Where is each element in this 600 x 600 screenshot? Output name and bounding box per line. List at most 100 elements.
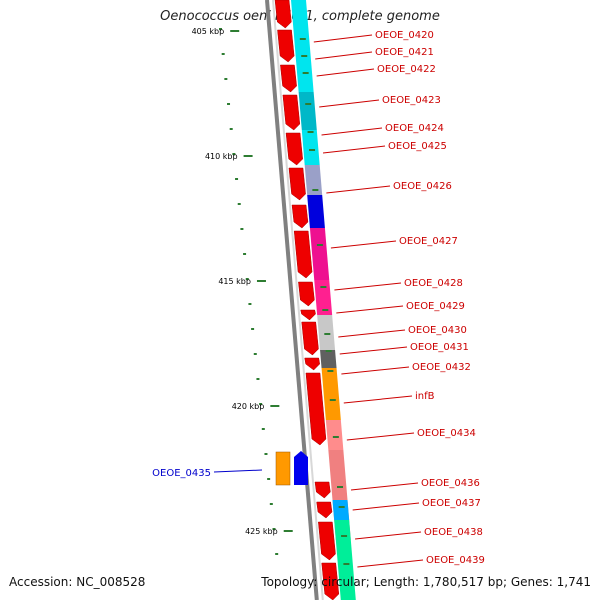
feature-tick — [307, 131, 314, 133]
label-leader-line — [319, 99, 380, 108]
feature-tick — [337, 486, 344, 488]
minus-gene-block — [275, 451, 291, 486]
gene-label: OEOE_0420 — [375, 30, 434, 41]
major-tick — [243, 155, 253, 157]
label-leader-line — [341, 366, 410, 375]
gene-label: OEOE_0436 — [421, 478, 480, 489]
feature-tick — [309, 149, 316, 151]
feature-tick — [343, 563, 350, 565]
minor-tick — [235, 178, 239, 180]
label-leader-line — [330, 240, 397, 249]
gene-block — [314, 280, 333, 315]
orf-arrow — [304, 357, 320, 371]
tick-label: 425 kbp — [245, 527, 278, 536]
tick-label: 420 kbp — [232, 402, 265, 411]
tick-label: 410 kbp — [205, 152, 238, 161]
gene-block — [298, 92, 317, 130]
minor-tick — [232, 153, 236, 155]
genes-label: Genes: — [510, 575, 553, 589]
genes-value: 1,741 — [556, 575, 591, 589]
orf-arrow — [280, 64, 297, 93]
orf-arrow — [301, 321, 319, 356]
gene-block — [291, 0, 312, 62]
gene-block — [301, 130, 320, 165]
minor-tick — [269, 503, 273, 505]
gene-label: OEOE_0434 — [417, 428, 476, 439]
orf-arrow — [293, 230, 313, 279]
gene-block — [307, 195, 325, 228]
length-value: 1,780,517 bp — [422, 575, 503, 589]
minor-tick — [264, 453, 268, 455]
topology-value: circular — [321, 575, 366, 589]
accession-footer: Accession: NC_008528 — [9, 575, 145, 589]
minor-tick — [251, 328, 255, 330]
gene-label: infB — [415, 391, 435, 402]
label-leader-line — [339, 346, 408, 355]
gene-label: OEOE_0422 — [377, 64, 436, 75]
minor-tick — [259, 403, 263, 405]
orf-arrow — [321, 562, 340, 600]
gene-label: OEOE_0432 — [412, 362, 471, 373]
gene-block — [332, 500, 350, 520]
gene-label: OEOE_0429 — [406, 301, 465, 312]
gene-block — [304, 165, 323, 195]
minor-tick — [275, 553, 279, 555]
minor-tick — [229, 128, 233, 130]
feature-tick — [312, 189, 319, 191]
minor-tick — [267, 478, 271, 480]
orf-arrow — [277, 29, 295, 63]
feature-tick — [324, 333, 331, 335]
gene-block — [334, 520, 353, 560]
gene-label: OEOE_0426 — [393, 181, 452, 192]
gene-label: OEOE_0421 — [375, 47, 434, 58]
gene-block — [325, 420, 344, 450]
orf-arrow — [285, 132, 303, 166]
feature-tick — [305, 103, 312, 105]
accession-label: Accession: — [9, 575, 73, 589]
label-leader-line — [313, 34, 373, 43]
label-leader-line — [315, 51, 373, 60]
label-leader-line — [352, 502, 420, 511]
orf-arrow — [316, 501, 333, 519]
minor-tick — [253, 353, 257, 355]
gene-label: OEOE_0428 — [404, 278, 463, 289]
feature-tick — [325, 350, 332, 352]
gene-labels: OEOE_0420 OEOE_0421 OEOE_0422 OEOE_0423 OEOE… — [152, 30, 485, 568]
orf-arrow — [314, 481, 331, 499]
gene-label: OEOE_0437 — [422, 498, 481, 509]
length-label: Length: — [373, 575, 420, 589]
minor-tick — [237, 203, 241, 205]
orf-arrow — [300, 309, 316, 321]
gene-block — [309, 228, 330, 280]
minor-tick — [256, 378, 260, 380]
label-leader-line — [350, 482, 419, 491]
gene-track — [274, 0, 356, 600]
orf-arrow — [288, 167, 306, 201]
label-leader-line — [336, 305, 404, 314]
label-leader-line — [316, 68, 375, 77]
gene-label: OEOE_0430 — [408, 325, 467, 336]
minor-tick — [248, 303, 252, 305]
topology-label: Topology: — [261, 575, 318, 589]
kbp-ticks: 405 kbp 410 kbp 415 kbp 420 kbp 425 kbp — [192, 27, 293, 555]
gene-block — [296, 62, 314, 92]
feature-tick — [341, 535, 348, 537]
orf-arrow — [318, 521, 336, 561]
label-leader-line — [357, 559, 424, 568]
minor-tick — [243, 253, 247, 255]
major-tick — [270, 405, 280, 407]
label-leader-line — [343, 395, 413, 404]
label-leader-line — [322, 145, 386, 154]
feature-tick — [299, 38, 306, 40]
label-leader-line — [326, 185, 391, 194]
orf-arrow — [274, 0, 292, 29]
minor-tick — [227, 103, 231, 105]
feature-tick — [329, 399, 336, 401]
gene-label: OEOE_0438 — [424, 527, 483, 538]
label-leader-line — [338, 329, 406, 338]
feature-tick — [338, 506, 345, 508]
minor-tick — [245, 278, 249, 280]
tick-label: 415 kbp — [218, 277, 251, 286]
gene-block — [324, 408, 341, 420]
